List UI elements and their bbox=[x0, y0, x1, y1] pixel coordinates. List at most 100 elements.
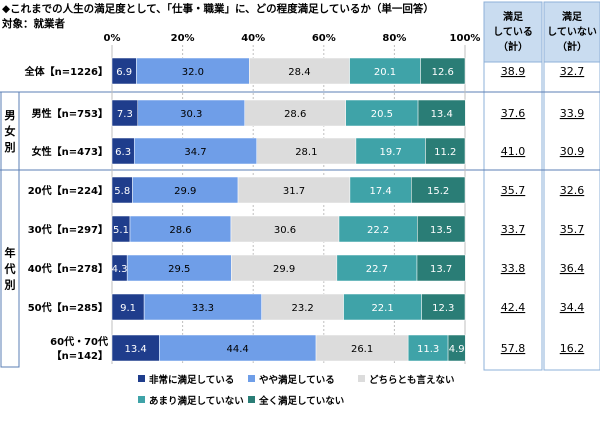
data-label: 32.0 bbox=[182, 67, 204, 78]
data-label: 28.6 bbox=[284, 109, 306, 120]
summary-value: 33.7 bbox=[501, 223, 526, 236]
data-label: 19.7 bbox=[380, 147, 402, 158]
data-label: 6.3 bbox=[115, 147, 131, 158]
category-label: 30代【n=297】 bbox=[28, 223, 108, 236]
group-label: 男女別 bbox=[4, 109, 16, 154]
data-label: 30.3 bbox=[180, 109, 202, 120]
bar-segment bbox=[338, 215, 418, 243]
data-label: 34.7 bbox=[184, 147, 206, 158]
bar-segment bbox=[447, 334, 466, 362]
summary-header-text: している bbox=[493, 26, 533, 38]
bar-segment bbox=[421, 293, 466, 321]
summary-value: 16.2 bbox=[560, 342, 585, 355]
category-label-line: 60代・70代 bbox=[50, 335, 108, 348]
x-tick-label: 100% bbox=[450, 33, 481, 44]
data-label: 6.9 bbox=[116, 67, 132, 78]
summary-value: 36.4 bbox=[560, 262, 585, 275]
data-label: 23.2 bbox=[291, 303, 313, 314]
bar-segment bbox=[407, 334, 449, 362]
legend-label: 全く満足していない bbox=[258, 395, 344, 407]
data-label: 31.7 bbox=[283, 186, 305, 197]
data-label: 44.4 bbox=[227, 344, 249, 355]
bar-segment bbox=[256, 137, 357, 165]
summary-header-text: 満足 bbox=[503, 10, 524, 23]
summary-column-box bbox=[483, 61, 543, 371]
bar-segment bbox=[129, 215, 232, 243]
category-label: 全体【n=1226】 bbox=[24, 65, 108, 78]
data-label: 29.9 bbox=[273, 264, 295, 275]
x-tick-label: 40% bbox=[241, 33, 265, 44]
legend-swatch bbox=[138, 375, 145, 382]
data-label: 28.6 bbox=[169, 225, 191, 236]
x-tick-label: 20% bbox=[171, 33, 195, 44]
summary-value: 42.4 bbox=[501, 301, 526, 314]
bar-segment bbox=[244, 99, 346, 127]
x-tick-label: 60% bbox=[312, 33, 336, 44]
category-label: 40代【n=278】 bbox=[28, 262, 108, 275]
legend-swatch bbox=[248, 396, 255, 403]
data-label: 13.5 bbox=[430, 225, 452, 236]
bar-segment bbox=[111, 334, 160, 362]
data-label: 30.6 bbox=[274, 225, 296, 236]
data-label: 7.3 bbox=[117, 109, 133, 120]
bar-segment bbox=[136, 57, 250, 85]
summary-value: 33.8 bbox=[501, 262, 526, 275]
category-label: 女性【n=473】 bbox=[32, 145, 108, 158]
group-label-box bbox=[0, 169, 20, 368]
group-label: 年代別 bbox=[4, 246, 16, 292]
summary-column-box bbox=[543, 61, 600, 371]
bar-segment bbox=[411, 176, 466, 204]
category-label-line: 【n=142】 bbox=[52, 349, 108, 362]
legend-swatch bbox=[248, 375, 255, 382]
summary-value: 41.0 bbox=[501, 145, 526, 158]
bar-segment bbox=[420, 57, 466, 85]
data-label: 15.2 bbox=[427, 186, 449, 197]
category-label: 50代【n=285】 bbox=[28, 301, 108, 314]
bar-segment bbox=[159, 334, 317, 362]
data-label: 26.1 bbox=[351, 344, 373, 355]
bar-segment bbox=[417, 215, 466, 243]
summary-value: 30.9 bbox=[560, 145, 585, 158]
bar-segment bbox=[343, 293, 422, 321]
bar-segment bbox=[230, 215, 340, 243]
category-label: 20代【n=224】 bbox=[28, 184, 108, 197]
data-label: 13.4 bbox=[125, 344, 147, 355]
summary-value: 37.6 bbox=[501, 107, 526, 120]
data-label: 13.7 bbox=[430, 264, 452, 275]
bar-segment bbox=[416, 254, 466, 282]
bar-segment bbox=[133, 137, 257, 165]
summary-value: 35.7 bbox=[501, 184, 526, 197]
bar-segment bbox=[417, 99, 466, 127]
summary-value: 38.9 bbox=[501, 65, 526, 78]
data-label: 33.3 bbox=[192, 303, 214, 314]
data-label: 4.9 bbox=[449, 344, 465, 355]
data-label: 5.1 bbox=[113, 225, 129, 236]
summary-header-text: （計） bbox=[498, 40, 528, 53]
bar-segment bbox=[111, 57, 137, 85]
data-label: 29.9 bbox=[174, 186, 196, 197]
summary-value: 35.7 bbox=[560, 223, 585, 236]
category-label: 男性【n=753】 bbox=[32, 107, 108, 120]
legend-label: あまり満足していない bbox=[149, 395, 244, 407]
bar-segment bbox=[137, 99, 245, 127]
legend-label: 非常に満足している bbox=[149, 374, 234, 386]
data-label: 22.2 bbox=[367, 225, 389, 236]
chart-subtitle: 対象：就業者 bbox=[1, 17, 65, 30]
data-label: 11.3 bbox=[417, 344, 439, 355]
data-label: 22.7 bbox=[366, 264, 388, 275]
data-label: 17.4 bbox=[370, 186, 392, 197]
bar-segment bbox=[349, 176, 412, 204]
bar-segment bbox=[261, 293, 344, 321]
data-label: 13.4 bbox=[431, 109, 453, 120]
summary-value: 57.8 bbox=[501, 342, 526, 355]
bar-segment bbox=[336, 254, 418, 282]
bar-segment bbox=[315, 334, 409, 362]
legend-label: やや満足している bbox=[259, 374, 335, 386]
chart-title: ◆これまでの人生の満足度として、「仕事・職業」に、どの程度満足しているか（単一回… bbox=[2, 2, 434, 15]
data-label: 22.1 bbox=[371, 303, 393, 314]
bar-segment bbox=[349, 57, 421, 85]
summary-value: 34.4 bbox=[560, 301, 585, 314]
data-label: 5.8 bbox=[114, 186, 130, 197]
